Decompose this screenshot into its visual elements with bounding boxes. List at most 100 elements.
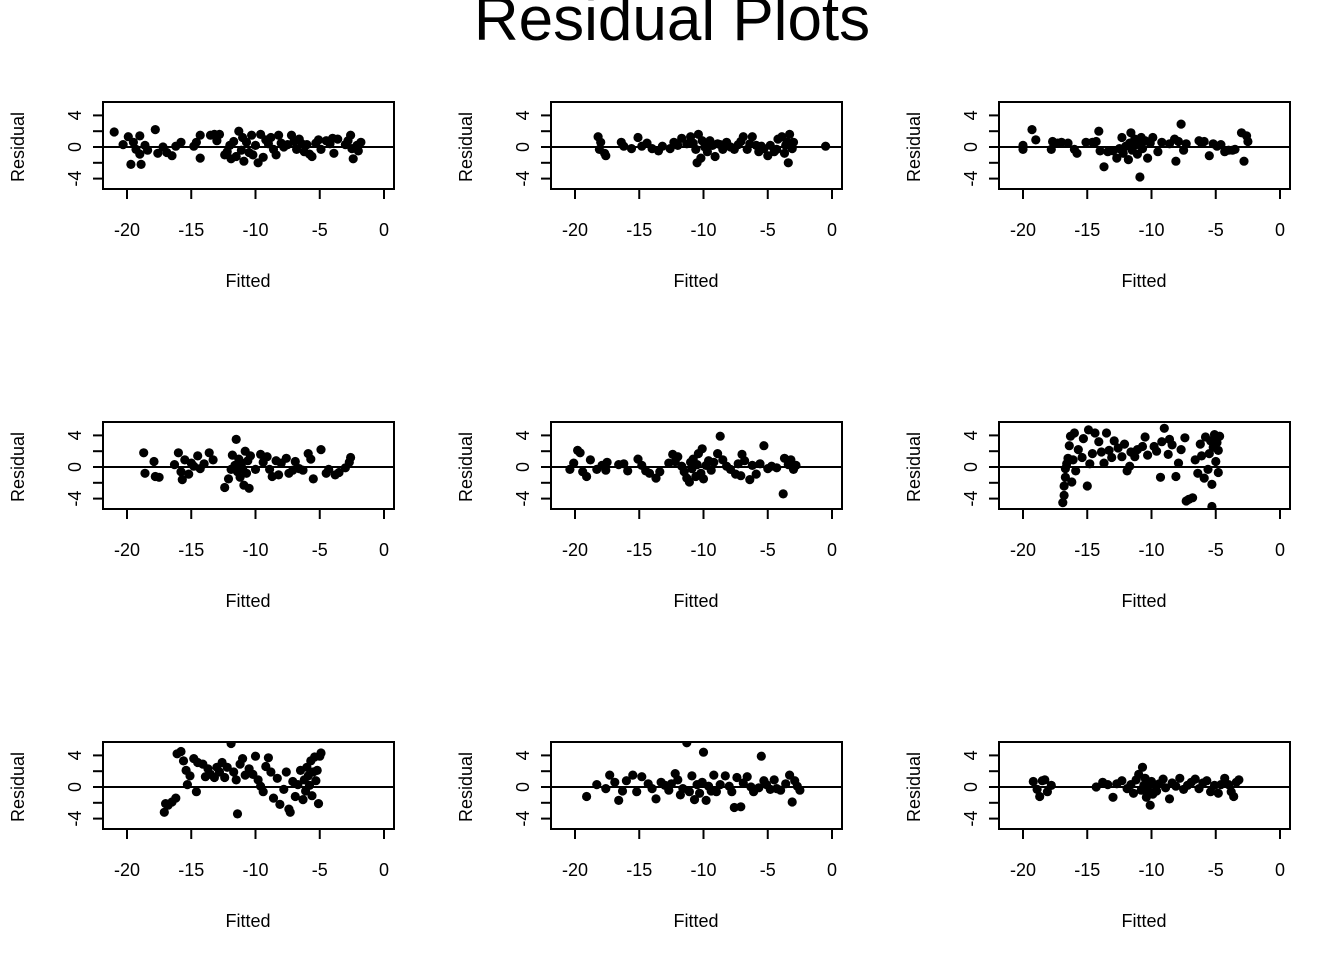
y-tick-label: 0 — [961, 782, 981, 792]
data-point — [601, 784, 611, 794]
data-point — [167, 151, 177, 161]
x-axis-title: Fitted — [225, 911, 270, 931]
data-point — [1137, 441, 1148, 452]
data-point — [1153, 147, 1163, 157]
data-point — [204, 448, 214, 458]
data-point — [788, 137, 799, 147]
data-point — [1140, 432, 1150, 442]
data-point — [1155, 472, 1166, 482]
data-point — [1109, 436, 1119, 446]
data-point — [178, 756, 189, 766]
x-tick-label: 0 — [827, 220, 837, 240]
data-point — [247, 130, 257, 140]
data-point — [633, 132, 643, 143]
data-point — [184, 469, 194, 479]
x-axis-title: Fitted — [1121, 271, 1166, 291]
x-tick-label: 0 — [827, 540, 837, 560]
x-tick-label: -10 — [690, 540, 716, 560]
data-point — [1199, 473, 1209, 483]
panel-5: -20 -15 -10 -5 0 -4 0 4 Fitted Residual — [456, 421, 843, 611]
data-point — [1078, 434, 1088, 444]
data-point — [285, 807, 295, 817]
data-point — [727, 787, 737, 797]
x-tick-label: -5 — [312, 540, 328, 560]
data-point — [582, 791, 592, 802]
points-group — [593, 129, 831, 168]
x-axis-title: Fitted — [225, 271, 270, 291]
y-tick-label: 4 — [65, 430, 85, 440]
data-point — [316, 748, 326, 758]
plot-frame — [102, 101, 395, 190]
y-tick-label: -4 — [65, 811, 85, 827]
data-point — [140, 468, 150, 478]
panel-6: -20 -15 -10 -5 0 -4 0 4 Fitted Residual — [904, 421, 1291, 611]
x-tick-label: -10 — [242, 860, 268, 880]
x-tick-label: 0 — [827, 860, 837, 880]
data-point — [1112, 153, 1122, 163]
data-point — [231, 151, 241, 162]
data-point — [1119, 439, 1130, 449]
data-point — [306, 454, 316, 464]
data-point — [1099, 458, 1109, 468]
data-point — [1197, 451, 1207, 461]
data-point — [1137, 144, 1148, 154]
data-point — [785, 129, 795, 139]
data-point — [1171, 471, 1181, 482]
data-point — [149, 456, 159, 467]
data-point — [610, 777, 620, 787]
data-point — [740, 456, 750, 466]
data-point — [1068, 455, 1078, 465]
data-point — [153, 148, 163, 158]
data-point — [1060, 472, 1070, 482]
x-tick-label: -15 — [178, 220, 204, 240]
panel-4: -20 -15 -10 -5 0 -4 0 4 Fitted Residual — [8, 421, 395, 611]
data-point — [1157, 437, 1167, 447]
data-point — [1193, 468, 1203, 478]
data-point — [1073, 445, 1083, 455]
data-point — [709, 770, 719, 780]
data-point — [1094, 437, 1104, 447]
data-point — [248, 150, 258, 160]
data-point — [1199, 136, 1209, 147]
data-point — [241, 468, 252, 478]
points-group — [139, 434, 356, 493]
data-point — [281, 767, 291, 777]
data-point — [232, 809, 243, 819]
data-point — [623, 466, 633, 476]
data-point — [195, 153, 205, 163]
data-point — [1188, 493, 1198, 503]
data-point — [747, 132, 757, 142]
data-point — [759, 441, 769, 451]
y-tick-label: 0 — [513, 462, 533, 472]
data-point — [778, 489, 788, 499]
data-point — [109, 127, 119, 137]
data-point — [682, 742, 692, 748]
data-point — [313, 135, 324, 145]
plot-frame — [998, 741, 1291, 830]
data-point — [1071, 466, 1081, 476]
data-point — [1211, 456, 1221, 467]
x-tick-label: -10 — [690, 860, 716, 880]
data-point — [605, 770, 615, 780]
x-tick-label: -10 — [1138, 540, 1164, 560]
data-point — [1091, 136, 1101, 147]
data-point — [150, 125, 160, 135]
data-point — [1171, 156, 1181, 166]
x-tick-label: -15 — [626, 860, 652, 880]
data-point — [1145, 800, 1155, 810]
data-point — [1117, 776, 1127, 786]
data-point — [191, 787, 201, 797]
panel-3: -20 -15 -10 -5 0 -4 0 4 Fitted Residual — [904, 101, 1291, 291]
data-point — [334, 467, 344, 478]
plot-frame — [998, 421, 1291, 510]
y-tick-label: 4 — [961, 750, 981, 760]
data-point — [711, 787, 722, 797]
data-point — [736, 471, 746, 481]
data-point — [1108, 792, 1118, 802]
plot-frame — [102, 421, 395, 510]
data-point — [1180, 433, 1190, 443]
data-point — [1040, 775, 1050, 785]
x-axis-title: Fitted — [225, 591, 270, 611]
y-tick-label: 0 — [961, 462, 981, 472]
y-tick-label: 4 — [65, 750, 85, 760]
